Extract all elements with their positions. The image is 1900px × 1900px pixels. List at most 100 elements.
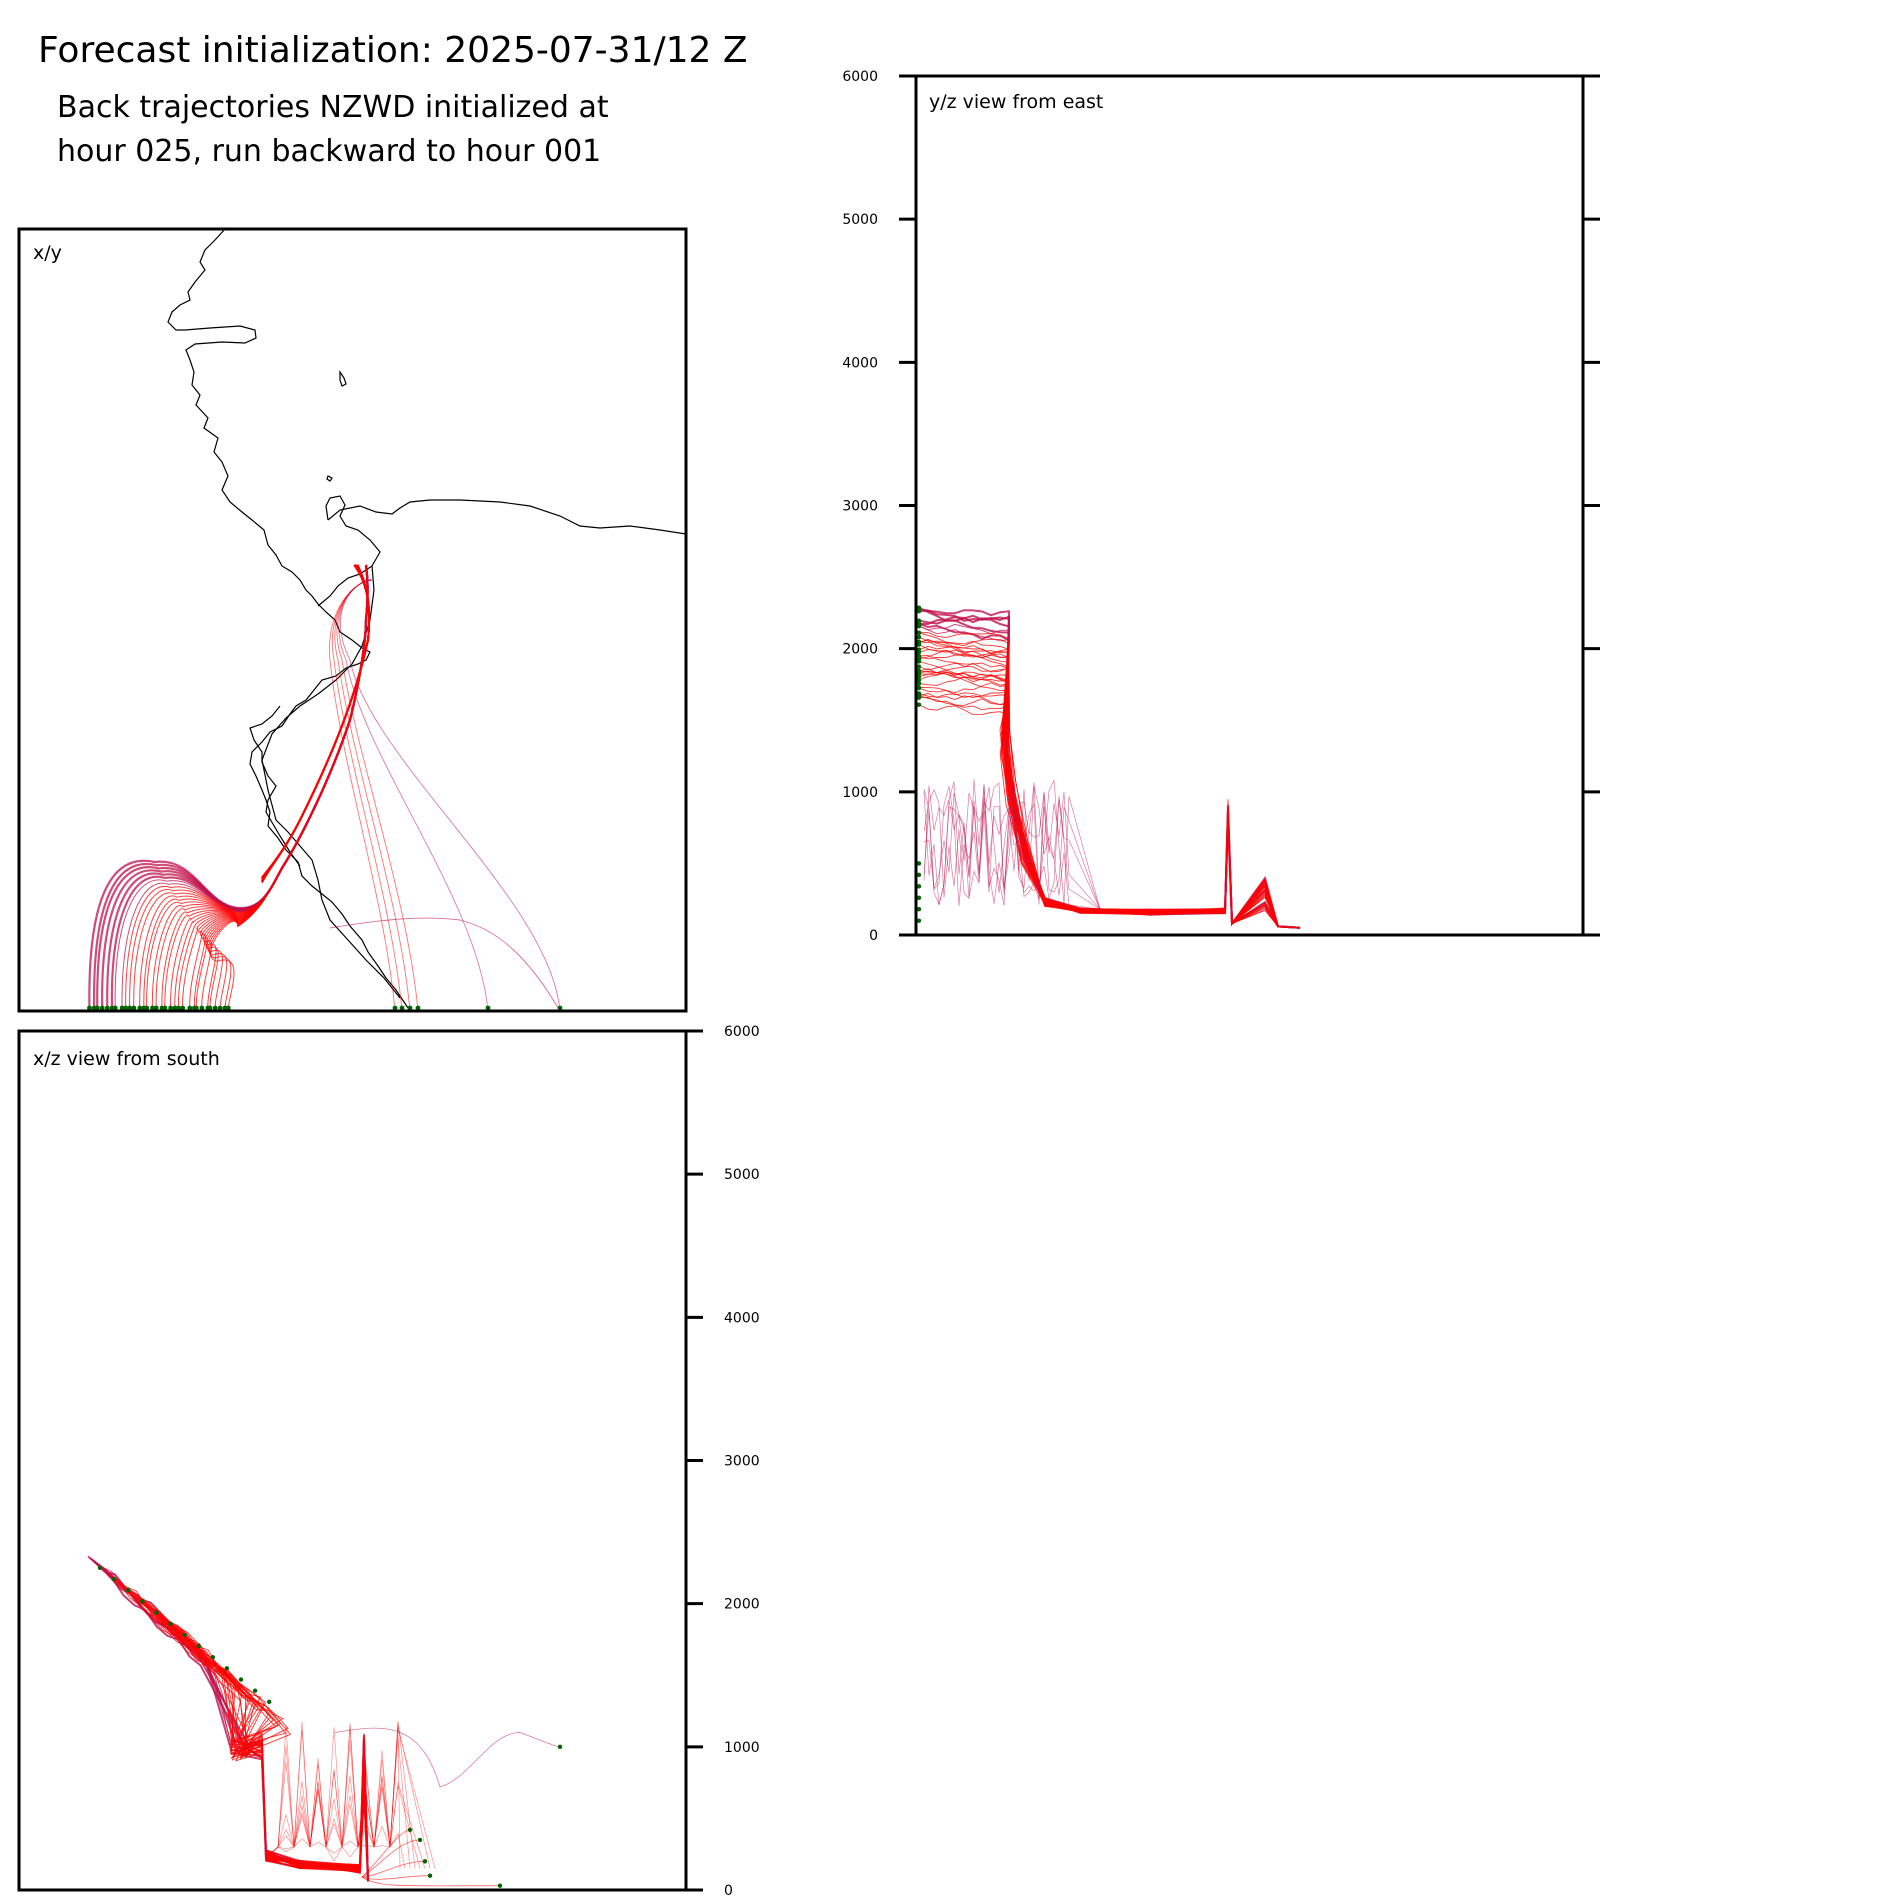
- figure-subtitle-line1: Back trajectories NZWD initialized at: [57, 90, 609, 125]
- xz-trajectories: [87, 1555, 561, 1887]
- xy-trajectory-line: [261, 564, 370, 879]
- yz-endpoint: [916, 907, 922, 912]
- xz-endpoint: [111, 1576, 117, 1582]
- xy-endpoint: [162, 1005, 168, 1011]
- xz-trajectory-line: [361, 1876, 501, 1887]
- xz-plot-area: [87, 1555, 563, 1888]
- xz-endpoint: [417, 1837, 423, 1843]
- yz-endpoint: [916, 702, 922, 707]
- yz-endpoint: [916, 884, 922, 889]
- yz-trajectory-line: [918, 609, 1301, 929]
- xz-endpoint: [97, 1565, 103, 1571]
- figure-subtitle-line2: hour 025, run backward to hour 001: [57, 134, 602, 169]
- xy-trajectory-line: [261, 564, 371, 879]
- xy-trajectory-line: [338, 579, 489, 1011]
- xz-endpoint: [497, 1883, 503, 1888]
- xz-trajectory-line: [175, 1626, 369, 1882]
- xz-endpoint: [154, 1610, 159, 1615]
- xy-endpoint: [557, 1005, 563, 1011]
- yz-trajectory-line: [918, 671, 1301, 929]
- yz-endpoint: [916, 693, 922, 699]
- xy-trajectory-line: [261, 564, 370, 878]
- xy-trajectory-line: [334, 579, 411, 1011]
- xz-trajectory-line: [361, 1839, 421, 1878]
- yz-plot-area: [916, 605, 1301, 929]
- yz-endpoint: [916, 664, 922, 669]
- xz-endpoint: [140, 1599, 145, 1604]
- xy-endpoint: [131, 1005, 137, 1011]
- xz-trajectory-line: [269, 1729, 411, 1869]
- xz-endpoint: [210, 1655, 215, 1660]
- xy-endpoint: [207, 1005, 213, 1011]
- xy-trajectory-line: [210, 564, 368, 1011]
- xy-trajectory-line: [261, 564, 371, 879]
- xy-trajectory-line: [143, 564, 368, 1011]
- yz-endpoint: [916, 685, 922, 691]
- yz-trajectory-line: [918, 625, 1301, 929]
- xy-trajectory-line: [261, 564, 370, 878]
- xy-endpoints: [87, 1005, 563, 1011]
- xy-trajectory-line: [88, 564, 369, 1011]
- xy-endpoint: [123, 1005, 129, 1011]
- yz-endpoint: [916, 677, 922, 683]
- xy-endpoint: [168, 1005, 174, 1011]
- z-tick-label: 3000: [842, 499, 878, 515]
- yz-endpoint: [916, 918, 922, 923]
- yz-trajectory-line: [918, 689, 1301, 929]
- z-tick-label: 4000: [724, 1310, 760, 1326]
- z-tick-label: 4000: [842, 355, 878, 371]
- xz-endpoint: [427, 1873, 433, 1878]
- xy-endpoint: [399, 1005, 405, 1011]
- xy-trajectory-line: [339, 579, 561, 1011]
- xy-endpoint: [415, 1005, 421, 1011]
- yz-trajectory-line: [923, 782, 1101, 910]
- xz-endpoint: [407, 1827, 413, 1833]
- xz-trajectory-line: [361, 1875, 431, 1880]
- yz-axis-ticks: 0 1000 2000 3000 4000 5000 6000: [842, 69, 1600, 944]
- yz-trajectory-line: [923, 785, 1101, 910]
- yz-trajectory-line: [918, 639, 1301, 929]
- xy-trajectory-line: [261, 564, 370, 879]
- yz-panel: y/z view from east 0 1000 2000 3000 4000 5000…: [842, 69, 1600, 944]
- xz-trajectory-line: [269, 1750, 406, 1869]
- xy-endpoint: [127, 1005, 133, 1011]
- xy-trajectory-line: [261, 564, 371, 879]
- small-island-2: [326, 475, 333, 482]
- xy-trajectory-line: [106, 564, 369, 1011]
- xy-endpoint: [153, 1005, 159, 1011]
- yz-endpoint: [916, 861, 922, 866]
- xy-trajectory-line: [261, 564, 370, 879]
- xy-trajectory-line: [208, 564, 368, 1011]
- z-tick-label: 6000: [842, 69, 878, 85]
- yz-endpoint: [916, 634, 922, 640]
- xz-panel-label: x/z view from south: [33, 1048, 220, 1070]
- xy-endpoint: [94, 1005, 100, 1011]
- yz-endpoint: [916, 674, 922, 680]
- yz-trajectory-line: [918, 623, 1301, 929]
- z-tick-label: 2000: [724, 1597, 760, 1613]
- xy-endpoint: [193, 1005, 199, 1011]
- xy-endpoint: [144, 1005, 150, 1011]
- yz-endpoint: [916, 623, 922, 629]
- z-tick-label: 0: [724, 1883, 733, 1899]
- xy-trajectories: [88, 564, 561, 1011]
- z-tick-label: 5000: [724, 1167, 760, 1183]
- yz-endpoint: [916, 630, 922, 636]
- yz-trajectory-line: [918, 671, 1301, 929]
- xy-trajectory-line: [261, 564, 371, 883]
- yz-endpoint: [916, 647, 922, 652]
- yz-trajectory-line: [918, 662, 1301, 929]
- xz-endpoint: [126, 1588, 131, 1593]
- xz-trajectory-line: [334, 1727, 561, 1788]
- xy-trajectory-line: [261, 564, 371, 883]
- xy-endpoint: [172, 1005, 178, 1011]
- yz-endpoint: [916, 872, 922, 878]
- xz-endpoint: [238, 1677, 244, 1682]
- xy-endpoint: [217, 1005, 223, 1011]
- yz-trajectory-line: [918, 649, 1301, 929]
- z-tick-label: 1000: [842, 785, 878, 801]
- xz-endpoint: [224, 1666, 230, 1671]
- xz-axis-ticks: 0 1000 2000 3000 4000 5000 6000: [686, 1024, 760, 1899]
- xy-trajectory-line: [205, 564, 368, 1011]
- xy-trajectory-line: [261, 564, 371, 879]
